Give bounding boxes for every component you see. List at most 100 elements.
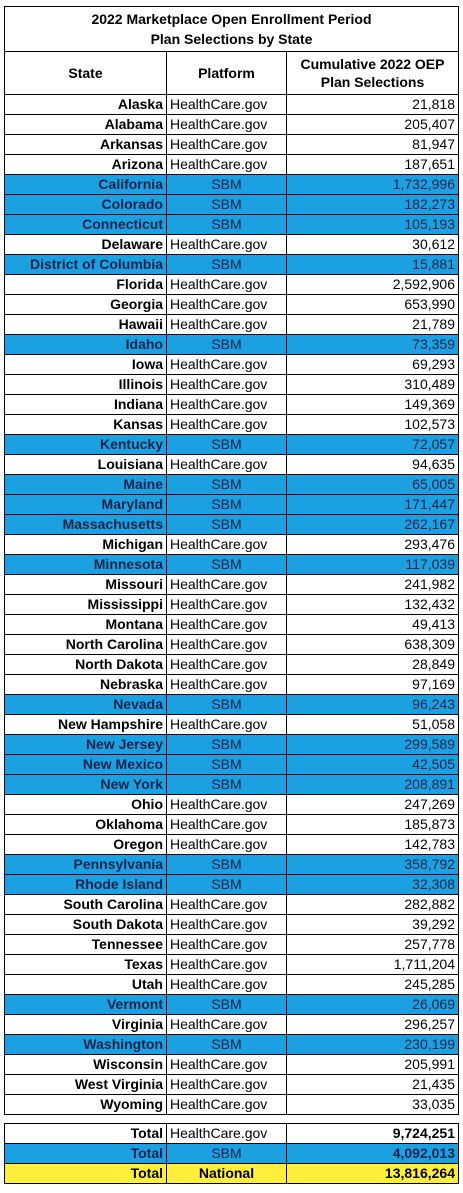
table-row: Tennessee HealthCare.gov 257,778 <box>4 934 459 955</box>
selections-cell: 185,873 <box>286 814 459 835</box>
table-row: Oklahoma HealthCare.gov 185,873 <box>4 814 459 835</box>
selections-cell: 15,881 <box>286 254 459 275</box>
platform-cell: HealthCare.gov <box>166 534 287 555</box>
platform-cell: HealthCare.gov <box>166 1014 287 1035</box>
selections-cell: 42,505 <box>286 754 459 775</box>
table-row: Arizona HealthCare.gov 187,651 <box>4 154 459 175</box>
table-row: Utah HealthCare.gov 245,285 <box>4 974 459 995</box>
table-row: New Hampshire HealthCare.gov 51,058 <box>4 714 459 735</box>
state-cell: Kansas <box>4 414 167 435</box>
total-label: Total <box>4 1123 167 1144</box>
platform-cell: HealthCare.gov <box>166 354 287 375</box>
header-selections-line-1: Cumulative 2022 OEP <box>300 56 445 72</box>
table-row: Ohio HealthCare.gov 247,269 <box>4 794 459 815</box>
table-row: Vermont SBM 26,069 <box>4 994 459 1015</box>
selections-cell: 1,732,996 <box>286 174 459 195</box>
state-cell: Rhode Island <box>4 874 167 895</box>
table-row: North Dakota HealthCare.gov 28,849 <box>4 654 459 675</box>
platform-cell: HealthCare.gov <box>166 314 287 335</box>
state-cell: South Carolina <box>4 894 167 915</box>
state-cell: Indiana <box>4 394 167 415</box>
table-row: North Carolina HealthCare.gov 638,309 <box>4 634 459 655</box>
platform-cell: SBM <box>166 734 287 755</box>
selections-cell: 257,778 <box>286 934 459 955</box>
platform-cell: HealthCare.gov <box>166 974 287 995</box>
state-cell: Oklahoma <box>4 814 167 835</box>
state-cell: New Mexico <box>4 754 167 775</box>
table-row: District of Columbia SBM 15,881 <box>4 254 459 275</box>
selections-cell: 182,273 <box>286 194 459 215</box>
platform-cell: HealthCare.gov <box>166 794 287 815</box>
table-row: South Dakota HealthCare.gov 39,292 <box>4 914 459 935</box>
selections-cell: 72,057 <box>286 434 459 455</box>
enrollment-table: 2022 Marketplace Open Enrollment Period … <box>4 6 459 1184</box>
platform-cell: SBM <box>166 514 287 535</box>
state-cell: Pennsylvania <box>4 854 167 875</box>
table-row: Louisiana HealthCare.gov 94,635 <box>4 454 459 475</box>
state-cell: Michigan <box>4 534 167 555</box>
total-row: Total National 13,816,264 <box>4 1163 459 1184</box>
selections-cell: 149,369 <box>286 394 459 415</box>
selections-cell: 171,447 <box>286 494 459 515</box>
state-cell: New York <box>4 774 167 795</box>
selections-cell: 299,589 <box>286 734 459 755</box>
state-cell: Connecticut <box>4 214 167 235</box>
total-row: Total SBM 4,092,013 <box>4 1143 459 1164</box>
state-cell: Nebraska <box>4 674 167 695</box>
selections-cell: 208,891 <box>286 774 459 795</box>
table-row: Virginia HealthCare.gov 296,257 <box>4 1014 459 1035</box>
selections-cell: 69,293 <box>286 354 459 375</box>
platform-cell: SBM <box>166 874 287 895</box>
total-label: Total <box>4 1143 167 1164</box>
table-row: Colorado SBM 182,273 <box>4 194 459 215</box>
table-row: New York SBM 208,891 <box>4 774 459 795</box>
platform-cell: HealthCare.gov <box>166 274 287 295</box>
selections-cell: 96,243 <box>286 694 459 715</box>
table-row: Kansas HealthCare.gov 102,573 <box>4 414 459 435</box>
platform-cell: SBM <box>166 774 287 795</box>
platform-cell: SBM <box>166 554 287 575</box>
state-cell: Wyoming <box>4 1094 167 1115</box>
state-cell: Missouri <box>4 574 167 595</box>
selections-cell: 296,257 <box>286 1014 459 1035</box>
state-cell: Colorado <box>4 194 167 215</box>
selections-cell: 117,039 <box>286 554 459 575</box>
platform-cell: HealthCare.gov <box>166 414 287 435</box>
total-platform: SBM <box>166 1143 287 1164</box>
table-row: Pennsylvania SBM 358,792 <box>4 854 459 875</box>
state-cell: West Virginia <box>4 1074 167 1095</box>
table-row: Nebraska HealthCare.gov 97,169 <box>4 674 459 695</box>
header-selections-line-2: Plan Selections <box>320 74 425 90</box>
table-row: Minnesota SBM 117,039 <box>4 554 459 575</box>
selections-cell: 33,035 <box>286 1094 459 1115</box>
total-value: 4,092,013 <box>286 1143 459 1164</box>
platform-cell: HealthCare.gov <box>166 674 287 695</box>
selections-cell: 358,792 <box>286 854 459 875</box>
platform-cell: HealthCare.gov <box>166 374 287 395</box>
table-row: South Carolina HealthCare.gov 282,882 <box>4 894 459 915</box>
selections-cell: 1,711,204 <box>286 954 459 975</box>
selections-cell: 30,612 <box>286 234 459 255</box>
table-row: Iowa HealthCare.gov 69,293 <box>4 354 459 375</box>
state-cell: Texas <box>4 954 167 975</box>
table-row: Wyoming HealthCare.gov 33,035 <box>4 1094 459 1115</box>
table-row: Maryland SBM 171,447 <box>4 494 459 515</box>
total-platform: HealthCare.gov <box>166 1123 287 1144</box>
total-row: Total HealthCare.gov 9,724,251 <box>4 1123 459 1144</box>
state-cell: Mississippi <box>4 594 167 615</box>
selections-cell: 21,435 <box>286 1074 459 1095</box>
state-cell: Minnesota <box>4 554 167 575</box>
platform-cell: HealthCare.gov <box>166 654 287 675</box>
state-rows: Alaska HealthCare.gov 21,818 Alabama HealthC… <box>4 94 459 1115</box>
selections-cell: 187,651 <box>286 154 459 175</box>
selections-cell: 653,990 <box>286 294 459 315</box>
state-cell: New Jersey <box>4 734 167 755</box>
table-title: 2022 Marketplace Open Enrollment Period … <box>4 6 459 52</box>
state-cell: Arkansas <box>4 134 167 155</box>
state-cell: New Hampshire <box>4 714 167 735</box>
selections-cell: 245,285 <box>286 974 459 995</box>
header-row: State Platform Cumulative 2022 OEP Plan … <box>4 51 459 95</box>
selections-cell: 105,193 <box>286 214 459 235</box>
platform-cell: HealthCare.gov <box>166 954 287 975</box>
platform-cell: SBM <box>166 214 287 235</box>
